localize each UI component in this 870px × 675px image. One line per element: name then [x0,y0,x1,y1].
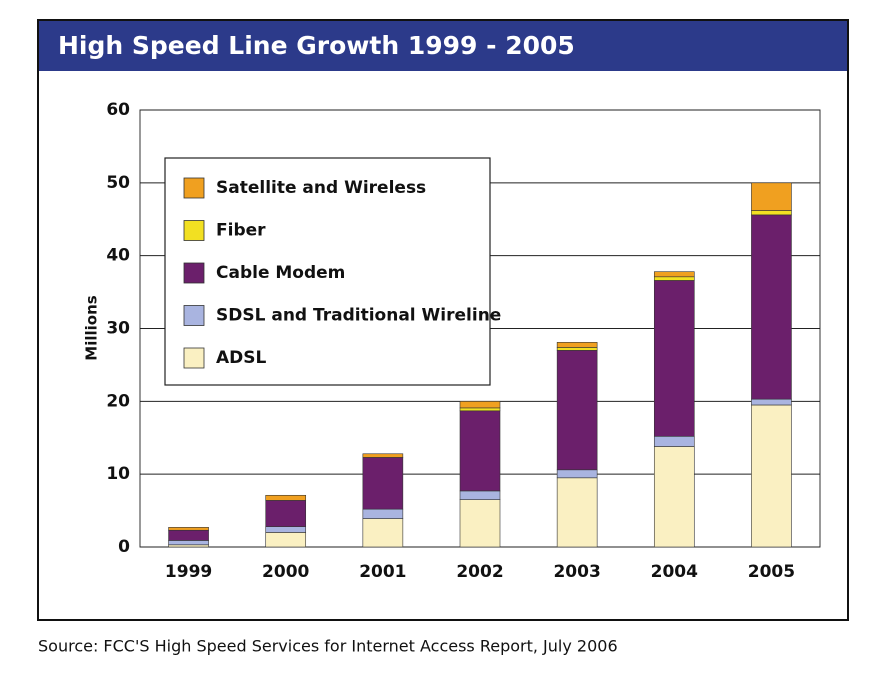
legend-label: Fiber [216,221,266,241]
y-tick-label: 40 [106,246,130,266]
bar-segment [556,347,598,351]
bar-segment [168,544,209,548]
bar-segment [556,342,598,348]
legend-label: Satellite and Wireless [216,178,426,198]
x-tick-label: 1999 [165,562,212,582]
bar-segment [362,457,404,510]
x-tick-label: 2002 [456,562,503,582]
bar-segment [653,446,695,548]
x-tick-label: 2003 [553,562,600,582]
bar-segment [459,490,501,500]
bar-segment [556,469,598,479]
bar-segment [265,500,307,527]
bar-segment [751,398,792,406]
title-bar [39,21,847,71]
bar-segment [653,280,695,437]
bar-segment [556,477,598,548]
x-tick-label: 2005 [748,562,795,582]
bar-segment [168,540,209,546]
x-tick-label: 2001 [359,562,406,582]
bar-segment [168,529,209,541]
bar-segment [265,526,307,533]
bar-segment [459,410,501,492]
bar-segment [265,494,307,501]
source: Source: FCC'S High Speed Services for In… [38,637,618,656]
legend-label: SDSL and Traditional Wireline [216,306,501,326]
legend-swatch [183,347,205,369]
bar-segment [751,214,792,400]
x-tick-label: 2004 [651,562,698,582]
bar-segment [653,435,695,447]
legend-swatch [183,220,205,241]
bar-segment [168,527,209,531]
y-tick-label: 0 [118,537,130,557]
y-tick-label: 10 [106,464,130,484]
y-axis-label: Millions [83,295,101,360]
legend-swatch [183,262,205,284]
legend-label: ADSL [216,348,267,368]
bar-segment [459,407,501,412]
legend-box [164,157,491,386]
bar-segment [459,499,501,548]
legend-swatch [183,177,205,199]
bar-segment [751,404,792,548]
x-tick-label: 2000 [262,562,309,582]
bar-segment [751,182,792,211]
y-tick-label: 60 [106,100,130,120]
y-tick-label: 20 [106,391,130,411]
bar-segment [362,453,404,458]
bar-segment [653,271,695,278]
bar-segment [556,350,598,471]
legend-label: Cable Modem [216,263,345,283]
legend-swatch [183,305,205,326]
y-tick-label: 50 [106,173,130,193]
chart-title: High Speed Line Growth 1999 - 2005 [58,31,575,60]
bar-segment [653,276,695,281]
bar-segment [362,518,404,548]
y-tick-label: 30 [106,319,130,339]
bar-segment [459,401,501,409]
bar-segment [265,532,307,548]
bar-segment [751,210,792,216]
bar-segment [362,508,404,519]
